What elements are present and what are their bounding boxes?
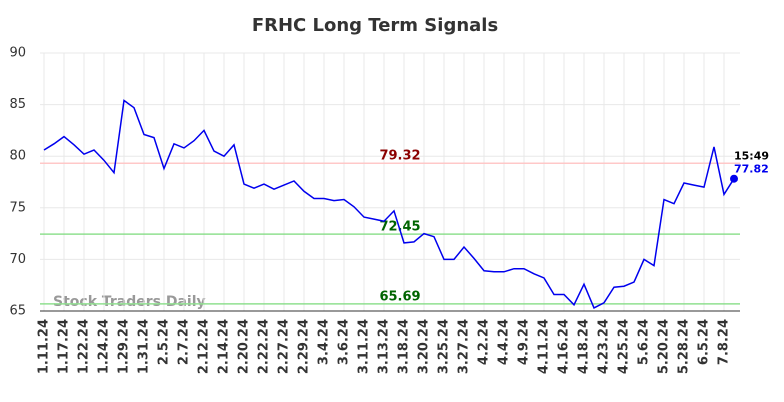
x-tick-label: 2.22.24 [257, 319, 272, 374]
x-tick-label: 3.6.24 [337, 319, 352, 365]
x-tick-label: 4.2.24 [477, 319, 492, 365]
y-tick-label: 80 [9, 149, 26, 164]
x-tick-label: 4.18.24 [577, 319, 592, 374]
x-tick-label: 2.12.24 [197, 319, 212, 374]
x-tick-label: 2.29.24 [297, 319, 312, 374]
chart-title: FRHC Long Term Signals [252, 15, 498, 36]
x-tick-label: 1.17.24 [57, 319, 72, 374]
last-point [730, 174, 738, 183]
x-tick-label: 4.25.24 [617, 319, 632, 374]
watermark: Stock Traders Daily [53, 294, 206, 310]
x-tick-label: 3.18.24 [397, 319, 412, 374]
x-tick-label: 2.14.24 [217, 319, 232, 374]
y-tick-label: 65 [9, 304, 26, 319]
x-tick-label: 3.25.24 [437, 319, 452, 374]
signal-label: 79.32 [379, 149, 420, 164]
price-line [43, 99, 735, 309]
last-time: 15:49 [734, 150, 769, 163]
y-tick-label: 70 [9, 252, 26, 267]
x-tick-label: 1.24.24 [97, 319, 112, 374]
x-tick-label: 3.4.24 [317, 319, 332, 365]
x-tick-label: 6.5.24 [697, 319, 712, 365]
y-tick-label: 85 [9, 97, 26, 112]
x-tick-label: 4.9.24 [517, 319, 532, 365]
x-tick-label: 4.23.24 [597, 319, 612, 374]
x-tick-label: 1.29.24 [117, 319, 132, 374]
x-tick-label: 5.20.24 [657, 319, 672, 374]
x-tick-label: 4.4.24 [497, 319, 512, 365]
x-tick-label: 5.28.24 [677, 319, 692, 374]
x-tick-label: 1.11.24 [37, 319, 52, 374]
x-tick-label: 5.6.24 [637, 319, 652, 365]
x-tick-label: 2.7.24 [177, 319, 192, 365]
x-tick-label: 1.22.24 [77, 319, 92, 374]
signal-label: 72.45 [379, 220, 420, 235]
x-tick-label: 2.20.24 [237, 319, 252, 374]
x-tick-label: 1.31.24 [137, 319, 152, 374]
y-tick-label: 90 [9, 46, 26, 61]
x-tick-label: 2.27.24 [277, 319, 292, 374]
x-tick-label: 7.8.24 [717, 319, 732, 365]
y-tick-label: 75 [9, 200, 26, 215]
signal-label: 65.69 [379, 289, 420, 304]
x-tick-label: 4.16.24 [557, 319, 572, 374]
x-tick-label: 4.11.24 [537, 319, 552, 374]
x-tick-label: 3.20.24 [417, 319, 432, 374]
x-tick-label: 2.5.24 [157, 319, 172, 365]
x-tick-label: 3.13.24 [377, 319, 392, 374]
x-tick-label: 3.27.24 [457, 319, 472, 374]
last-value: 77.82 [734, 163, 769, 176]
x-tick-label: 3.11.24 [357, 319, 372, 374]
